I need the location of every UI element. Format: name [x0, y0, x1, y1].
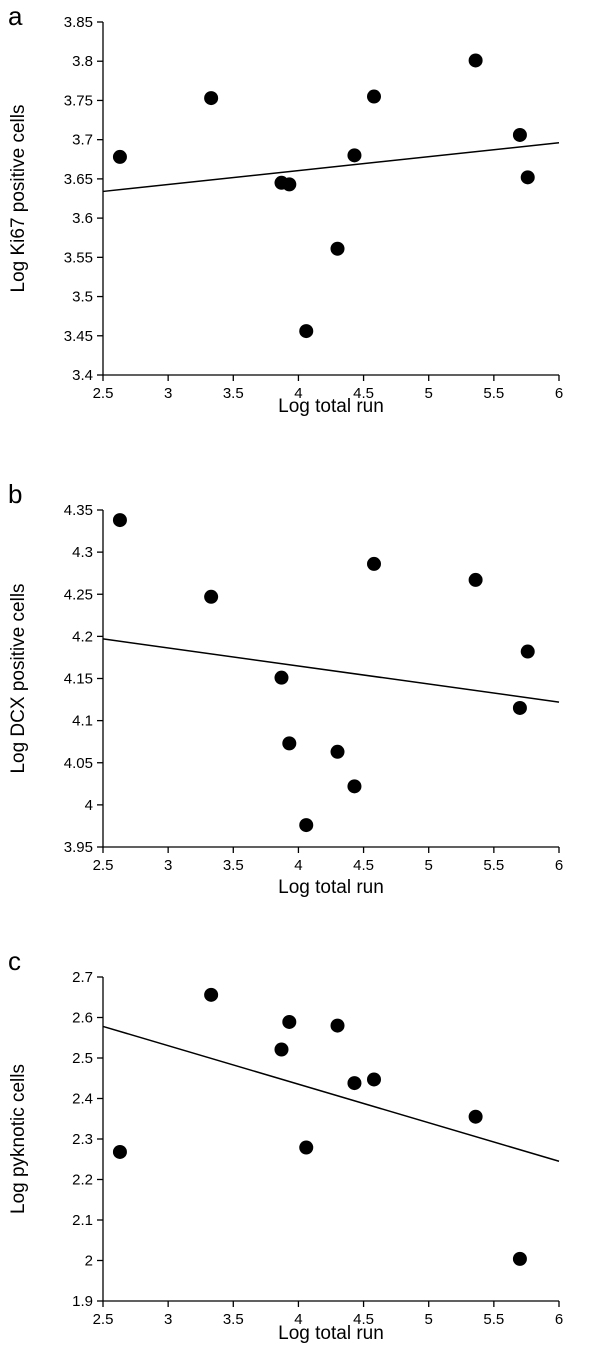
trend-line	[102, 1025, 560, 1162]
x-tick-label: 4.5	[353, 1311, 374, 1328]
x-tick-label: 3.5	[223, 385, 244, 402]
data-point	[204, 987, 219, 1002]
trend-line	[102, 142, 560, 193]
data-point	[274, 670, 289, 685]
data-point	[112, 149, 127, 164]
x-axis-title: Log total run	[278, 396, 384, 417]
data-point	[468, 53, 483, 68]
y-tick-label: 3.65	[64, 171, 93, 188]
x-tick-label: 5.5	[483, 385, 504, 402]
x-tick-label: 5	[425, 857, 433, 874]
data-point	[347, 148, 362, 163]
y-tick-label: 4	[85, 797, 93, 814]
x-tick-label: 5.5	[483, 1311, 504, 1328]
y-tick-label: 3.45	[64, 328, 93, 345]
y-axis-title: Log Ki67 positive cells	[8, 105, 29, 293]
x-axis-title: Log total run	[278, 877, 384, 898]
x-tick-label: 3	[164, 385, 172, 402]
chart-panel-a: a3.43.453.53.553.63.653.73.753.83.852.5 3…	[8, 1, 563, 417]
x-tick-label: 4	[294, 385, 302, 402]
x-tick-label: 2.5	[93, 385, 114, 402]
x-tick-label: 4	[294, 857, 302, 874]
y-tick-label: 4.05	[64, 755, 93, 772]
data-point	[366, 1072, 381, 1087]
y-tick-label: 4.2	[72, 628, 93, 645]
data-point	[330, 241, 345, 256]
data-point	[347, 1076, 362, 1091]
panel-label: b	[8, 479, 22, 509]
y-tick-label: 2.4	[72, 1091, 93, 1108]
x-tick-label: 5	[425, 385, 433, 402]
data-point	[512, 1251, 527, 1266]
y-axis-title: Log pyknotic cells	[8, 1064, 29, 1214]
x-tick-label: 5	[425, 1311, 433, 1328]
data-point	[299, 818, 314, 833]
data-point	[366, 89, 381, 104]
x-tick-label: 3	[164, 857, 172, 874]
data-point	[330, 1018, 345, 1033]
y-tick-label: 4.15	[64, 671, 93, 688]
data-point	[520, 644, 535, 659]
data-point	[282, 1014, 297, 1029]
y-tick-label: 2.5	[72, 1050, 93, 1067]
data-point	[512, 700, 527, 715]
y-tick-label: 2.3	[72, 1131, 93, 1148]
data-point	[282, 177, 297, 192]
y-tick-label: 3.75	[64, 92, 93, 109]
data-point	[366, 556, 381, 571]
y-tick-label: 2.2	[72, 1172, 93, 1189]
data-point	[468, 1109, 483, 1124]
data-point	[282, 736, 297, 751]
y-tick-label: 2.6	[72, 1010, 93, 1027]
y-tick-label: 2	[85, 1253, 93, 1270]
y-tick-label: 3.5	[72, 289, 93, 306]
data-point	[274, 1042, 289, 1057]
y-tick-label: 3.95	[64, 839, 93, 856]
y-tick-label: 3.55	[64, 249, 93, 266]
x-tick-label: 2.5	[93, 857, 114, 874]
data-point	[112, 513, 127, 528]
data-point	[347, 779, 362, 794]
x-tick-label: 2.5	[93, 1311, 114, 1328]
x-tick-label: 6	[555, 1311, 563, 1328]
y-tick-label: 2.1	[72, 1212, 93, 1229]
data-point	[204, 91, 219, 106]
y-tick-label: 1.9	[72, 1293, 93, 1310]
data-point	[512, 127, 527, 142]
y-tick-label: 3.85	[64, 14, 93, 31]
x-tick-label: 6	[555, 857, 563, 874]
data-point	[468, 572, 483, 587]
y-tick-label: 3.6	[72, 210, 93, 227]
y-tick-label: 4.1	[72, 713, 93, 730]
x-tick-label: 4.5	[353, 857, 374, 874]
panel-label: c	[8, 946, 21, 976]
y-tick-label: 3.7	[72, 132, 93, 149]
y-tick-label: 4.35	[64, 502, 93, 519]
data-point	[520, 170, 535, 185]
y-tick-label: 4.3	[72, 544, 93, 561]
y-tick-label: 4.25	[64, 586, 93, 603]
trend-line	[102, 638, 560, 703]
x-tick-label: 4.5	[353, 385, 374, 402]
x-tick-label: 3	[164, 1311, 172, 1328]
x-tick-label: 5.5	[483, 857, 504, 874]
y-tick-label: 2.7	[72, 969, 93, 986]
data-point	[330, 744, 345, 759]
y-axis-title: Log DCX positive cells	[8, 583, 29, 773]
data-point	[299, 1140, 314, 1155]
data-point	[112, 1144, 127, 1159]
chart-panel-b: b 3.95 4 4.05 4.1 4.15 4.2 4.25 4.3 4.35 2.5 3 3.5 4 4…	[8, 479, 563, 898]
x-tick-label: 6	[555, 385, 563, 402]
data-point	[204, 589, 219, 604]
x-tick-label: 3.5	[223, 1311, 244, 1328]
panel-label: a	[8, 1, 23, 31]
y-tick-label: 3.4	[72, 367, 93, 384]
chart-panel-c: c 1.9 2 2.1 2.2 2.3 2.4 2.5 2.6 2.7 2.5 3 3.5 4 4.5 5 5.…	[8, 946, 563, 1344]
x-tick-label: 3.5	[223, 857, 244, 874]
x-tick-label: 4	[294, 1311, 302, 1328]
y-tick-label: 3.8	[72, 53, 93, 70]
x-axis-title: Log total run	[278, 1323, 384, 1344]
data-point	[299, 324, 314, 339]
